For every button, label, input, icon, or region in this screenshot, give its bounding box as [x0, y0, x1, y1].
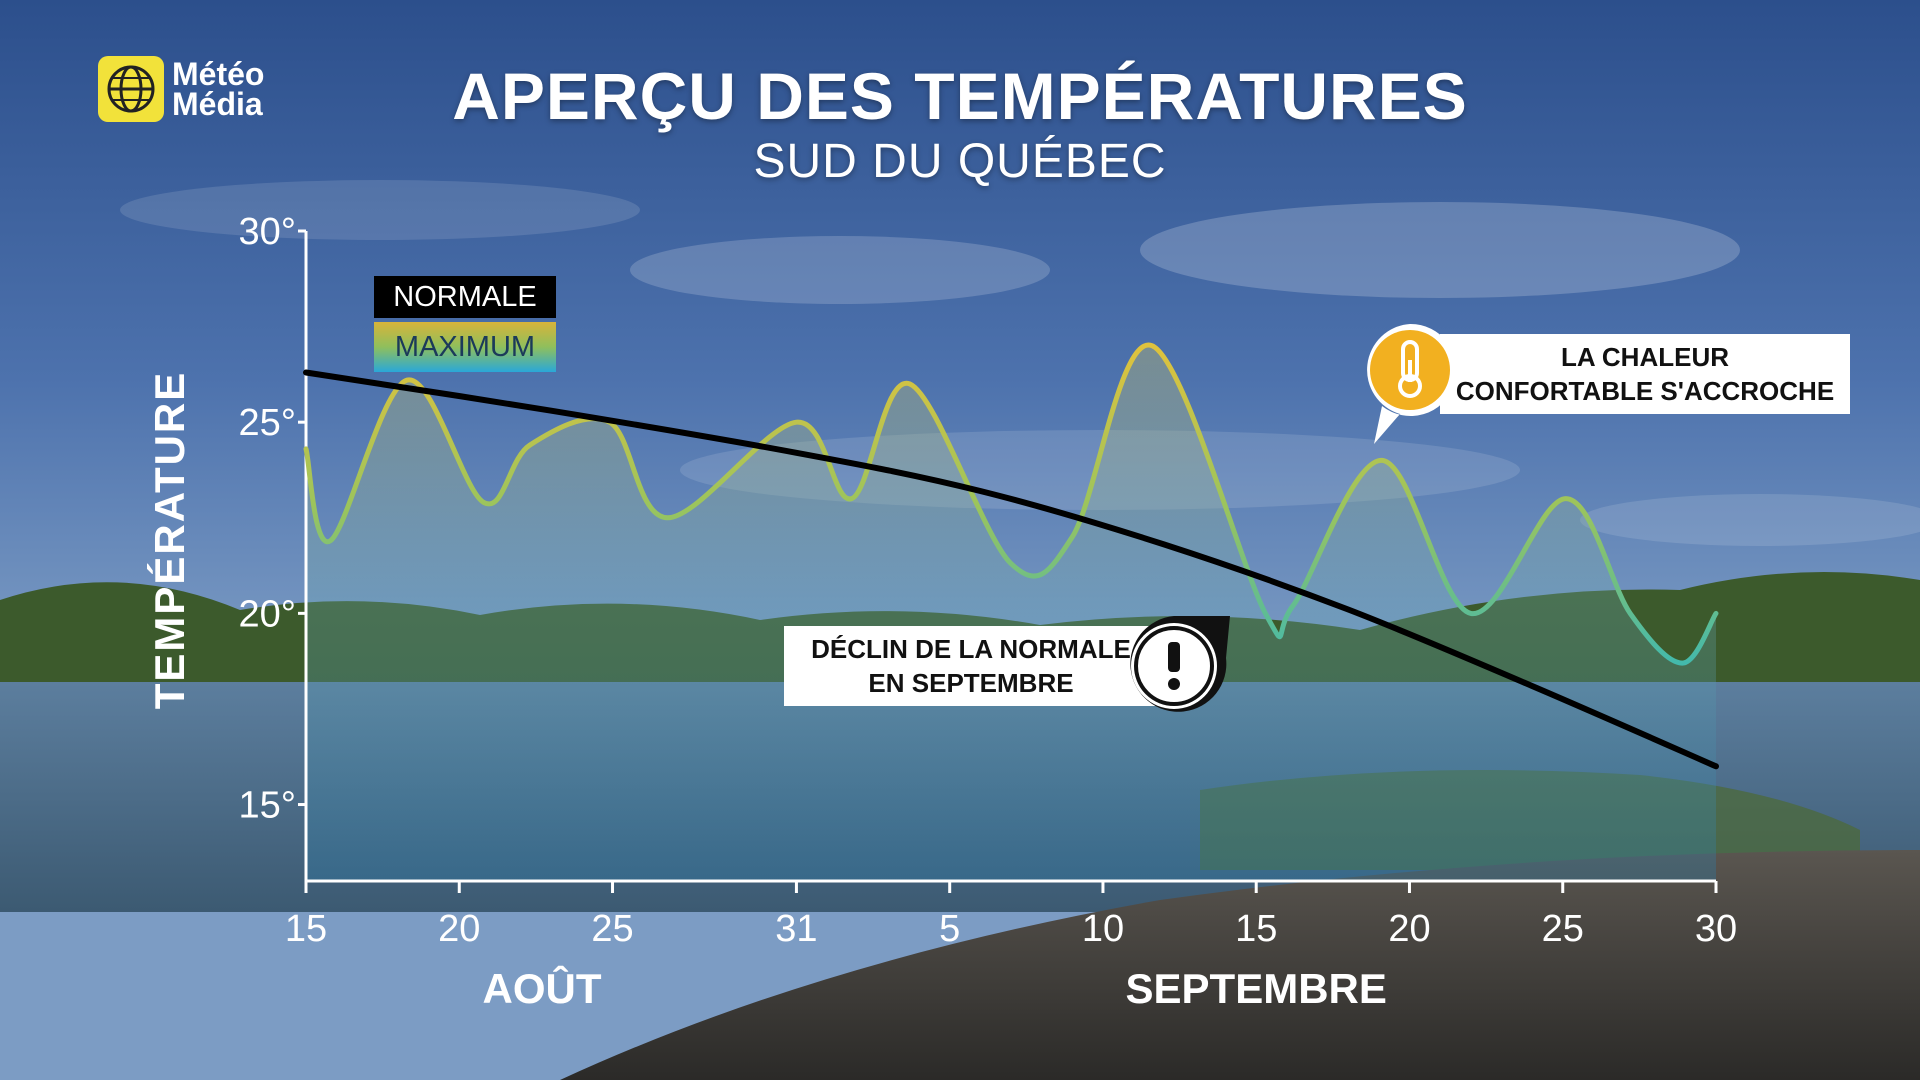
heat-callout: LA CHALEUR CONFORTABLE S'ACCROCHE [1440, 334, 1850, 414]
series-line-normale [303, 369, 1719, 770]
maximum-area [306, 345, 1716, 881]
brand-name: Météo Média [172, 56, 265, 122]
decline-callout: DÉCLIN DE LA NORMALE EN SEPTEMBRE [784, 626, 1158, 706]
y-tick-label: 30° [239, 211, 296, 253]
chart-subtitle: SUD DU QUÉBEC [753, 135, 1167, 188]
x-tick-label: 25 [591, 908, 633, 950]
x-tick-label: 5 [939, 908, 960, 950]
month-labels: AOÛT SEPTEMBRE [483, 964, 1387, 1012]
thermometer-icon [1367, 323, 1457, 444]
x-tick-label: 20 [438, 908, 480, 950]
x-tick-label: 31 [775, 908, 817, 950]
globe-icon [98, 56, 164, 122]
x-tick-label: 25 [1542, 908, 1584, 950]
chart-title: APERÇU DES TEMPÉRATURES [452, 59, 1468, 133]
x-tick-label: 10 [1082, 908, 1124, 950]
exclamation-icon [1130, 616, 1230, 712]
legend-maximum: MAXIMUM [374, 322, 556, 372]
month-label: SEPTEMBRE [1126, 965, 1387, 1012]
brand-line2: Média [172, 86, 263, 122]
y-tick-label: 20° [239, 593, 296, 635]
series-line-maximum [303, 342, 1719, 666]
heat-callout-line1: LA CHALEUR [1560, 342, 1730, 372]
heat-callout-line2: CONFORTABLE S'ACCROCHE [1455, 376, 1835, 406]
y-axis-label: TEMPÉRATURE [146, 371, 193, 710]
month-label: AOÛT [483, 964, 602, 1012]
decline-callout-line1: DÉCLIN DE LA NORMALE [811, 634, 1131, 664]
brand-line1: Météo [172, 56, 265, 92]
legend-normale: NORMALE [374, 276, 556, 318]
y-tick-label: 25° [239, 402, 296, 444]
y-tick-label: 15° [239, 785, 296, 827]
meteomedia-logo: Météo Média [98, 56, 264, 122]
x-tick-label: 30 [1695, 908, 1737, 950]
y-ticks: 30° 25° 20° 15° [239, 211, 306, 827]
decline-callout-line2: EN SEPTEMBRE [868, 668, 1074, 698]
x-tick-label: 15 [285, 908, 327, 950]
x-ticks: 15 20 25 31 5 10 15 20 25 30 [285, 881, 1737, 950]
x-tick-label: 15 [1235, 908, 1277, 950]
x-tick-label: 20 [1388, 908, 1430, 950]
